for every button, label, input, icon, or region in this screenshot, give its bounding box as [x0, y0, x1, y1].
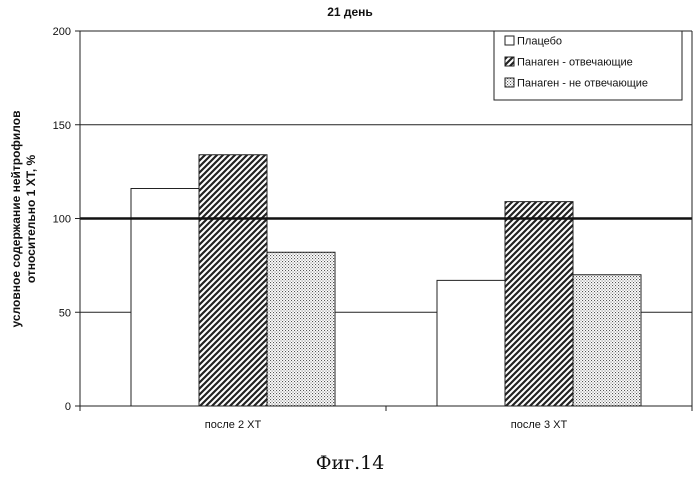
y-axis-label-line-2: относительно 1 ХТ, %	[24, 155, 38, 284]
bar-1-category-1	[131, 189, 199, 407]
y-tick-label: 200	[53, 26, 71, 38]
x-tick-label-2: после 3 ХТ	[511, 419, 568, 431]
legend-swatch-2	[505, 57, 514, 66]
chart-title: 21 день	[327, 5, 373, 19]
bar-2-category-2	[505, 202, 573, 406]
y-axis-label-line-1: условное содержание нейтрофилов	[9, 111, 23, 328]
legend-swatch-1	[505, 36, 514, 45]
y-tick-labels: 0 50 100 150 200	[53, 26, 71, 413]
bar-2-category-1	[199, 155, 267, 406]
bar-3-category-1	[267, 252, 335, 406]
y-axis-label: условное содержание нейтрофилов относите…	[9, 111, 38, 328]
legend-label-1: Плацебо	[517, 36, 562, 48]
y-tick-label: 0	[65, 401, 71, 413]
y-tick-label: 50	[59, 307, 71, 319]
y-tick-label: 100	[53, 214, 71, 226]
legend-label-2: Панаген - отвечающие	[517, 57, 633, 69]
x-tick-labels: после 2 ХТ после 3 ХТ	[205, 419, 568, 431]
legend-swatch-3	[505, 78, 514, 87]
y-tick-label: 150	[53, 120, 71, 132]
x-tick-label-1: после 2 ХТ	[205, 419, 262, 431]
figure-caption: Фиг.14	[0, 452, 700, 474]
legend: Плацебо Панаген - отвечающие Панаген - не …	[494, 31, 682, 100]
bars	[131, 155, 641, 406]
legend-label-3: Панаген - не отвечающие	[517, 78, 648, 90]
bar-3-category-2	[573, 275, 641, 406]
bar-1-category-2	[437, 280, 505, 406]
